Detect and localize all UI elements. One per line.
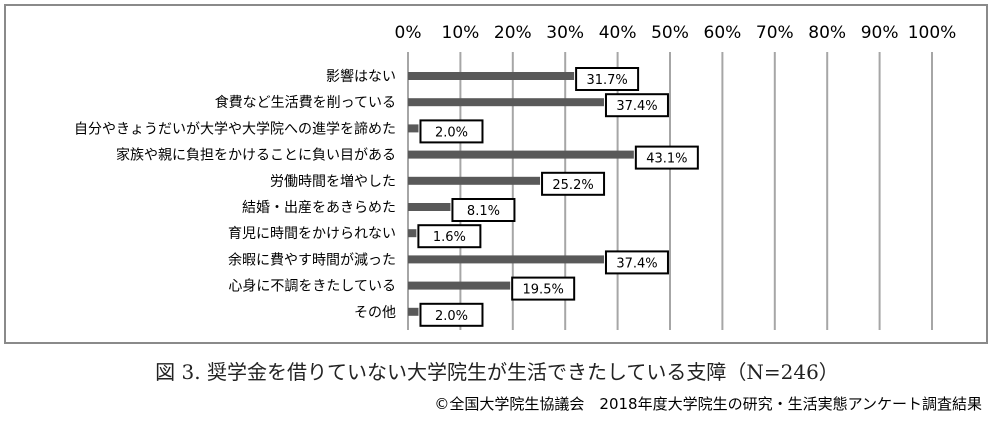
category-label: 育児に時間をかけられない [228, 226, 396, 242]
data-label: 2.0% [435, 309, 468, 324]
x-tick-label: 0% [395, 23, 422, 43]
category-label: 結婚・出産をあきらめた [242, 200, 396, 216]
category-label: 食費など生活費を削っている [215, 94, 396, 111]
x-tick-label: 20% [494, 23, 532, 43]
bar [408, 255, 604, 264]
bar [408, 203, 451, 211]
x-tick-label: 50% [651, 23, 689, 43]
x-tick-label: 30% [546, 23, 584, 43]
x-tick-label: 60% [704, 23, 742, 43]
data-label-box [541, 171, 606, 196]
category-label: 余暇に費やす時間が減った [228, 251, 396, 268]
category-label: 心身に不調をきたしている [228, 279, 396, 295]
data-label: 37.4% [616, 256, 657, 271]
category-label: 影響はない [326, 68, 396, 85]
data-label-box [575, 67, 640, 91]
data-label-box [634, 145, 699, 170]
category-label: その他 [354, 305, 396, 321]
x-tick-label: 40% [599, 23, 637, 43]
data-label: 31.7% [586, 73, 627, 88]
data-label-box [419, 119, 484, 144]
data-label-box [604, 250, 669, 275]
x-tick-label: 70% [756, 23, 794, 43]
data-label-box [417, 224, 482, 249]
data-label: 1.6% [433, 230, 466, 245]
data-label: 8.1% [467, 204, 500, 219]
data-label: 19.5% [523, 283, 564, 298]
figure-caption: 図 3. 奨学金を借りていない大学院生が生活できたしている支障（N=246） [155, 360, 839, 384]
x-tick-label: 10% [442, 23, 480, 43]
data-label: 37.4% [616, 99, 657, 114]
data-label-box [419, 302, 484, 327]
bar [408, 72, 575, 80]
source-credit: ©全国大学院生協議会 2018年度大学院生の研究・生活実態アンケート調査結果 [434, 395, 982, 413]
x-tick-label: 90% [861, 23, 899, 43]
bar [408, 229, 417, 238]
category-label: 自分やきょうだいが大学や大学院への進学を諦めた [74, 120, 396, 137]
bar [408, 98, 604, 107]
bar [408, 281, 511, 290]
bar [408, 124, 419, 133]
bar [408, 176, 541, 185]
x-tick-label: 80% [808, 23, 846, 43]
data-label-box [511, 276, 576, 301]
data-label: 25.2% [552, 178, 593, 193]
bar-chart: 0% 10% 20% 30% 40% 50% 60% 70% 80% 90% 100% 影響はない 31… [74, 23, 957, 330]
data-label-box [451, 198, 516, 222]
category-label: 労働時間を増やした [270, 174, 396, 190]
bar [408, 150, 634, 159]
x-tick-label: 100% [908, 23, 957, 43]
category-label: 家族や親に負担をかけることに負い目がある [116, 147, 396, 164]
data-label: 2.0% [435, 125, 468, 140]
data-label-box [604, 93, 669, 118]
data-label: 43.1% [646, 152, 687, 167]
bar [408, 307, 419, 316]
chart-frame: 0% 10% 20% 30% 40% 50% 60% 70% 80% 90% 100% 影響はない 31… [4, 4, 988, 344]
